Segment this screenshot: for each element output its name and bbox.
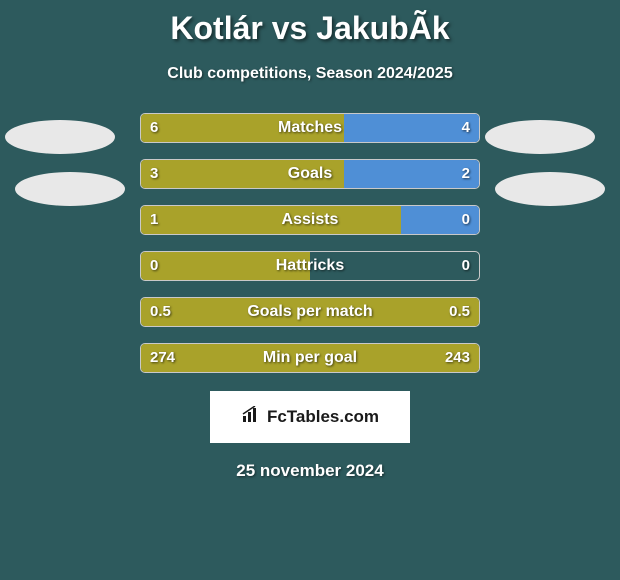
page-title: Kotlár vs JakubÃk xyxy=(0,0,620,47)
stat-label: Hattricks xyxy=(140,251,480,281)
stat-label: Matches xyxy=(140,113,480,143)
logo: FcTables.com xyxy=(241,406,379,429)
stat-row: 274243Min per goal xyxy=(0,343,620,373)
chart-icon xyxy=(241,406,263,429)
stat-label: Goals xyxy=(140,159,480,189)
avatar-placeholder xyxy=(5,120,115,154)
avatar-placeholder xyxy=(485,120,595,154)
stat-label: Goals per match xyxy=(140,297,480,327)
page-subtitle: Club competitions, Season 2024/2025 xyxy=(0,65,620,83)
stat-row: 00Hattricks xyxy=(0,251,620,281)
stat-row: 10Assists xyxy=(0,205,620,235)
footer-date: 25 november 2024 xyxy=(0,461,620,481)
stat-label: Assists xyxy=(140,205,480,235)
stat-row: 0.50.5Goals per match xyxy=(0,297,620,327)
logo-box: FcTables.com xyxy=(210,391,410,443)
avatar-placeholder xyxy=(15,172,125,206)
stat-label: Min per goal xyxy=(140,343,480,373)
logo-text: FcTables.com xyxy=(267,407,379,427)
avatar-placeholder xyxy=(495,172,605,206)
